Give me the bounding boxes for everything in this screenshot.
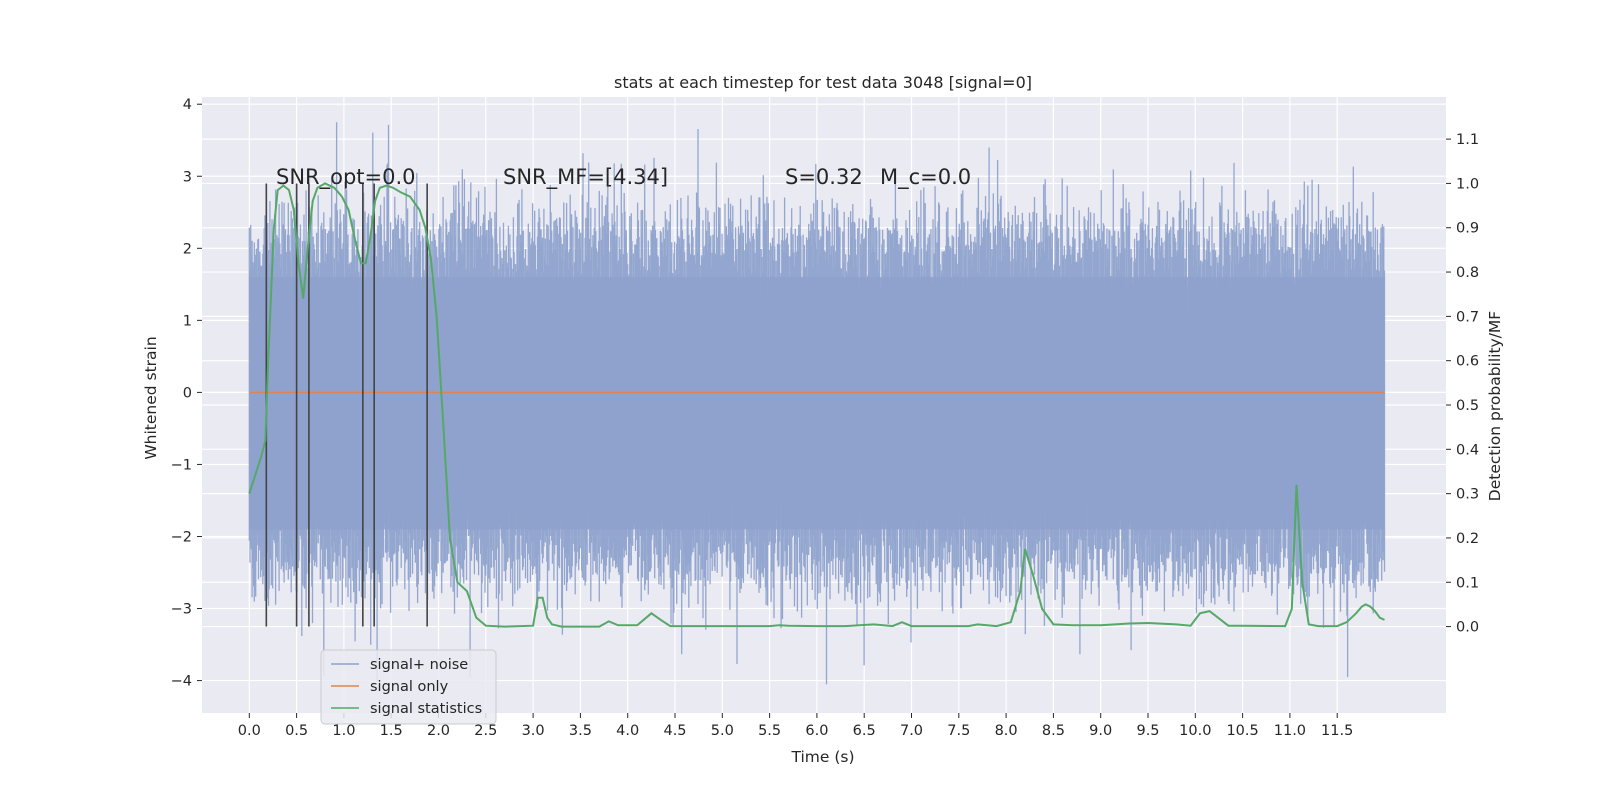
- y2-tick-label: 1.1: [1456, 132, 1479, 148]
- y2-tick-label: 0.3: [1456, 487, 1479, 503]
- x-tick-label: 6.0: [805, 723, 828, 739]
- y-tick-label: −1: [171, 457, 192, 473]
- x-tick-label: 8.0: [995, 723, 1018, 739]
- y-tick-label: 3: [183, 169, 192, 185]
- y-tick-label: 1: [183, 313, 192, 329]
- y-tick-label: 0: [183, 385, 192, 401]
- x-tick-label: 4.5: [663, 723, 686, 739]
- y2-tick-label: 0.6: [1456, 354, 1479, 370]
- y-axis-left: 4 3 2 1 0 −1 −2 −3 −4: [171, 97, 202, 690]
- legend-label-signal: signal only: [370, 679, 449, 695]
- x-axis: 0.0 0.5 1.0 1.5 2.0 2.5 3.0 3.5 4.0 4.5 5.0 5.5 6.0 6…: [238, 713, 1353, 739]
- x-tick-label: 5.0: [711, 723, 734, 739]
- y2-tick-label: 0.5: [1456, 398, 1479, 414]
- x-tick-label: 1.0: [332, 723, 355, 739]
- y2-tick-label: 0.7: [1456, 309, 1479, 325]
- x-axis-label: Time (s): [790, 748, 854, 766]
- y-tick-label: −2: [171, 529, 192, 545]
- y-tick-label: 2: [183, 241, 192, 257]
- x-tick-label: 10.5: [1226, 723, 1258, 739]
- noise-core-band: [249, 277, 1385, 530]
- x-tick-label: 3.0: [522, 723, 545, 739]
- y2-tick-label: 0.0: [1456, 620, 1479, 636]
- x-tick-label: 6.5: [853, 723, 876, 739]
- y-tick-label: 4: [183, 97, 192, 113]
- x-tick-label: 2.5: [474, 723, 497, 739]
- x-tick-label: 3.5: [569, 723, 592, 739]
- statistics-line: [248, 182, 1385, 628]
- x-tick-label: 1.5: [380, 723, 403, 739]
- y-tick-label: −3: [171, 602, 192, 618]
- x-tick-label: 0.0: [238, 723, 261, 739]
- legend: signal+ noise signal only signal statist…: [320, 649, 497, 725]
- y-tick-label: −4: [171, 674, 192, 690]
- x-tick-label: 4.0: [616, 723, 639, 739]
- y2-tick-label: 0.2: [1456, 531, 1479, 547]
- x-tick-label: 9.0: [1089, 723, 1112, 739]
- statistics-trace: [248, 182, 1385, 628]
- y-axis-right: 1.1 1.0 0.9 0.8 0.7 0.6 0.5 0.4 0.3 0.2 0.1 0.0: [1446, 132, 1479, 636]
- chart-title: stats at each timestep for test data 304…: [614, 73, 1032, 92]
- x-tick-label: 11.5: [1321, 723, 1353, 739]
- annotations: SNR_opt=0.0 SNR_MF=[4.34] S=0.32 M_c=0.0: [276, 165, 971, 190]
- noise-trace: [248, 122, 1386, 685]
- x-tick-label: 0.5: [285, 723, 308, 739]
- x-tick-label: 8.5: [1042, 723, 1065, 739]
- x-tick-label: 9.5: [1136, 723, 1159, 739]
- annotation-snr-opt: SNR_opt=0.0: [276, 165, 416, 190]
- annotation-snr-mf: SNR_MF=[4.34]: [503, 165, 668, 190]
- y2-axis-label: Detection probability/MF: [1486, 311, 1504, 502]
- annotation-mc: M_c=0.0: [880, 165, 971, 190]
- legend-label-statistics: signal statistics: [370, 701, 482, 717]
- y2-tick-label: 0.4: [1456, 442, 1479, 458]
- x-tick-label: 7.5: [947, 723, 970, 739]
- x-tick-label: 2.0: [427, 723, 450, 739]
- y2-tick-label: 0.1: [1456, 575, 1479, 591]
- y2-tick-label: 0.8: [1456, 265, 1479, 281]
- legend-label-noise: signal+ noise: [370, 657, 468, 673]
- legend-box: [320, 649, 497, 725]
- x-tick-label: 7.0: [900, 723, 923, 739]
- x-tick-label: 5.5: [758, 723, 781, 739]
- y-axis-label: Whitened strain: [142, 336, 160, 459]
- annotation-s: S=0.32: [785, 165, 863, 189]
- y2-tick-label: 1.0: [1456, 176, 1479, 192]
- x-tick-label: 10.0: [1179, 723, 1211, 739]
- x-tick-label: 11.0: [1274, 723, 1306, 739]
- y2-tick-label: 0.9: [1456, 221, 1479, 237]
